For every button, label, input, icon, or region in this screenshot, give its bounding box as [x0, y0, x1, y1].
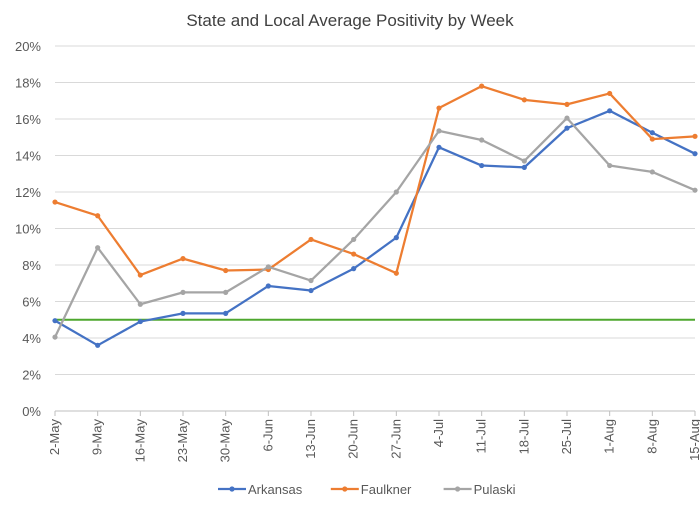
data-point-arkansas	[649, 130, 655, 136]
data-point-arkansas	[692, 151, 698, 157]
data-point-pulaski	[564, 115, 570, 121]
data-point-pulaski	[521, 158, 527, 164]
data-point-pulaski	[52, 334, 58, 340]
x-tick-label: 18-Jul	[516, 419, 531, 455]
x-axis-ticks: 2-May 9-May 16-May 23-May 30-May 6-Jun 13-Jun 2…	[47, 411, 700, 462]
legend-item-arkansas: Arkansas	[218, 482, 303, 497]
data-point-arkansas	[95, 342, 101, 348]
y-tick-label: 0%	[22, 404, 41, 419]
x-tick-label: 2-May	[47, 419, 62, 456]
series-line-arkansas	[53, 109, 697, 347]
data-point-faulkner	[649, 136, 655, 142]
y-tick-label: 14%	[15, 149, 41, 164]
y-tick-label: 6%	[22, 295, 41, 310]
data-point-arkansas	[479, 162, 485, 169]
legend-item-faulkner: Faulkner	[330, 482, 412, 497]
data-point-pulaski	[393, 189, 399, 195]
legend-label: Arkansas	[248, 482, 303, 497]
data-point-pulaski	[649, 169, 655, 175]
x-tick-label: 8-Aug	[644, 419, 659, 454]
data-point-faulkner	[223, 267, 229, 274]
y-tick-label: 12%	[15, 185, 41, 200]
x-tick-label: 25-Jul	[559, 419, 574, 455]
gridlines	[55, 45, 695, 412]
x-tick-label: 6-Jun	[260, 419, 275, 452]
data-point-faulkner	[95, 213, 101, 219]
x-tick-label: 30-May	[218, 419, 233, 463]
x-tick-label: 16-May	[132, 419, 147, 463]
data-point-pulaski	[436, 128, 442, 134]
x-tick-label: 4-Jul	[431, 419, 446, 447]
data-point-pulaski	[308, 277, 314, 284]
legend-item-pulaski: Pulaski	[443, 482, 516, 497]
data-point-faulkner	[479, 83, 485, 89]
data-point-arkansas	[223, 310, 229, 316]
data-point-faulkner	[137, 272, 143, 278]
y-axis-ticks: 0% 2% 4% 6% 8% 10% 12% 14% 16% 18% 20%	[15, 39, 41, 419]
x-tick-label: 20-Jun	[346, 419, 361, 459]
data-point-faulkner	[393, 270, 399, 276]
legend: Arkansas Faulkner Pulaski	[218, 482, 516, 497]
data-point-arkansas	[265, 283, 271, 289]
data-point-pulaski	[479, 137, 485, 143]
data-point-arkansas	[308, 287, 314, 294]
data-point-pulaski	[607, 162, 613, 169]
data-point-faulkner	[607, 90, 613, 97]
data-point-pulaski	[137, 301, 143, 307]
x-tick-label: 15-Aug	[687, 419, 700, 461]
series-arkansas	[52, 108, 698, 348]
data-point-pulaski	[265, 264, 271, 270]
data-point-pulaski	[351, 236, 357, 243]
legend-label: Pulaski	[474, 482, 516, 497]
data-point-faulkner	[308, 236, 314, 243]
series-pulaski	[52, 115, 698, 340]
x-tick-label: 9-May	[90, 419, 105, 456]
legend-swatch-marker	[229, 486, 235, 492]
x-tick-label: 1-Aug	[602, 419, 617, 454]
x-tick-label: 23-May	[175, 419, 190, 463]
x-tick-label: 13-Jun	[303, 419, 318, 459]
legend-swatch-marker	[455, 486, 461, 492]
series-line-pulaski	[53, 116, 697, 339]
y-tick-label: 10%	[15, 222, 41, 237]
x-tick-label: 27-Jun	[388, 419, 403, 459]
data-point-pulaski	[180, 289, 186, 295]
legend-swatch-marker	[342, 486, 348, 492]
data-point-faulkner	[52, 199, 58, 205]
data-point-faulkner	[692, 133, 698, 139]
series-faulkner	[52, 83, 698, 278]
data-point-arkansas	[436, 144, 442, 150]
data-point-arkansas	[137, 318, 143, 325]
chart-title: State and Local Average Positivity by We…	[186, 11, 514, 30]
data-point-arkansas	[607, 108, 613, 114]
data-point-arkansas	[564, 125, 570, 131]
data-point-arkansas	[52, 318, 58, 324]
x-tick-label: 11-Jul	[474, 419, 489, 454]
y-tick-label: 20%	[15, 39, 41, 54]
series-line-faulkner	[53, 85, 697, 277]
data-point-arkansas	[180, 310, 186, 316]
legend-label: Faulkner	[361, 482, 412, 497]
data-point-arkansas	[521, 164, 527, 170]
y-tick-label: 16%	[15, 112, 41, 127]
y-tick-label: 4%	[22, 331, 41, 346]
data-point-arkansas	[351, 266, 357, 272]
y-tick-label: 2%	[22, 368, 41, 383]
data-point-faulkner	[436, 105, 442, 111]
data-point-faulkner	[351, 251, 357, 257]
data-point-pulaski	[223, 289, 229, 295]
data-point-pulaski	[95, 245, 101, 251]
data-point-arkansas	[393, 235, 399, 241]
y-tick-label: 8%	[22, 258, 41, 273]
series-layer	[52, 83, 698, 348]
data-point-faulkner	[521, 97, 527, 103]
y-tick-label: 18%	[15, 76, 41, 91]
data-point-faulkner	[180, 256, 186, 262]
data-point-pulaski	[692, 187, 698, 193]
data-point-faulkner	[564, 101, 570, 107]
